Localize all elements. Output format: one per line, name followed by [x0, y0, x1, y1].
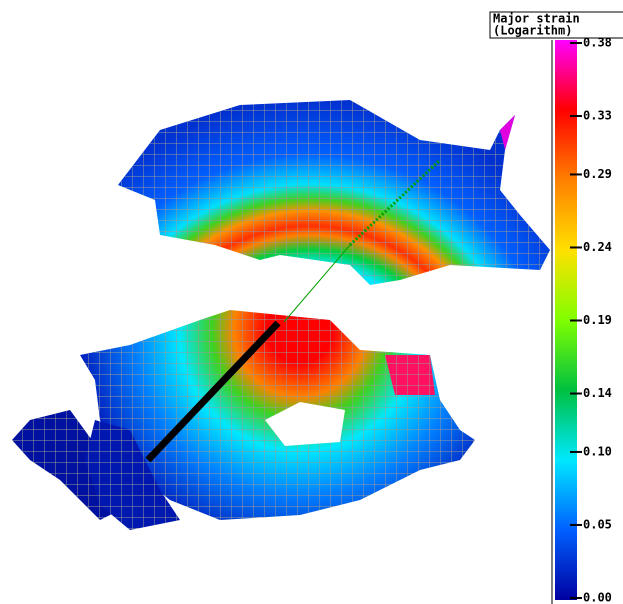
tick-label: 0.05: [583, 517, 612, 531]
tick-label: 0.00: [583, 591, 612, 604]
tick-label: 0.38: [583, 36, 612, 50]
colorbar-subtitle: (Logarithm): [493, 24, 572, 38]
colorbar-title-box: [489, 11, 623, 39]
colorbar-title: Major strain: [493, 12, 580, 26]
distance-line: [283, 244, 351, 323]
tick-label: 0.24: [583, 240, 612, 254]
tick-label: 0.10: [583, 444, 612, 458]
mesh-strips: [12, 410, 180, 530]
mesh-top: [118, 100, 550, 285]
section-line: [145, 320, 281, 463]
tick-label: 0.14: [583, 386, 612, 400]
tick-label: 0.29: [583, 167, 612, 181]
mesh-bottom: [80, 310, 475, 520]
tick-label: 0.19: [583, 313, 612, 327]
measure-line: [348, 158, 442, 247]
colorbar: [555, 40, 577, 600]
tick-label: 0.33: [583, 109, 612, 123]
